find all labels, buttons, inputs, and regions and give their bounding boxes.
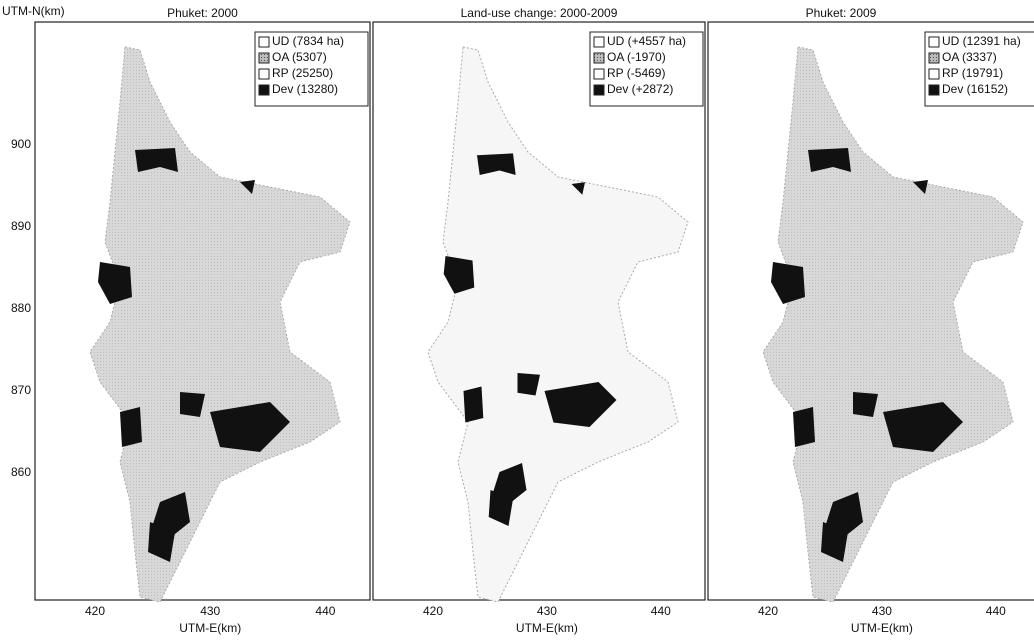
legend-swatch	[928, 68, 940, 80]
legend-label: OA (3337)	[942, 50, 997, 64]
x-tick-label: 440	[986, 604, 1006, 618]
legend-swatch	[593, 68, 605, 80]
panels: Phuket: 2000 UD (7834 ha) OA (5307) RP (252…	[34, 6, 1034, 635]
x-tick-label: 420	[423, 604, 443, 618]
legend-swatch	[258, 84, 270, 96]
legend-label: RP (25250)	[272, 66, 333, 80]
legend-box	[254, 31, 369, 107]
x-axis-label: UTM-E(km)	[851, 621, 913, 635]
legend-label: Dev (+2872)	[607, 82, 673, 96]
y-axis-label: UTM-N(km)	[2, 4, 65, 18]
legend-swatch	[258, 36, 270, 48]
y-ticks: 900 890 880 870 860	[11, 137, 31, 479]
y-tick-label: 870	[11, 383, 31, 397]
y-tick-label: 860	[11, 465, 31, 479]
panel-title: Phuket: 2000	[167, 6, 238, 20]
legend-label: UD (+4557 ha)	[607, 34, 686, 48]
legend-swatch	[258, 52, 270, 64]
map-panel: Land-use change: 2000-2009 UD (+4557 ha) O…	[372, 6, 706, 635]
legend-label: Dev (16152)	[942, 82, 1008, 96]
legend-label: RP (19791)	[942, 66, 1003, 80]
legend-label: UD (7834 ha)	[272, 34, 344, 48]
x-tick-label: 440	[651, 604, 671, 618]
x-axis-label: UTM-E(km)	[179, 621, 241, 635]
legend-swatch	[928, 52, 940, 64]
x-tick-label: 420	[85, 604, 105, 618]
x-tick-label: 430	[200, 604, 220, 618]
map-panel: Phuket: 2009 UD (12391 ha) OA (3337) RP (19…	[707, 6, 1034, 635]
legend-label: RP (-5469)	[607, 66, 665, 80]
legend-label: Dev (13280)	[272, 82, 338, 96]
legend-label: UD (12391 ha)	[942, 34, 1021, 48]
legend-swatch	[593, 36, 605, 48]
legend-box	[589, 31, 704, 107]
legend-swatch	[928, 36, 940, 48]
x-tick-label: 430	[872, 604, 892, 618]
legend-label: OA (5307)	[272, 50, 327, 64]
legend-box	[924, 31, 1034, 107]
legend-swatch	[928, 84, 940, 96]
legend-swatch	[258, 68, 270, 80]
y-tick-label: 890	[11, 219, 31, 233]
panel-title: Land-use change: 2000-2009	[461, 6, 618, 20]
map-panel: Phuket: 2000 UD (7834 ha) OA (5307) RP (252…	[34, 6, 371, 635]
x-axis-label: UTM-E(km)	[516, 621, 578, 635]
x-tick-label: 430	[537, 604, 557, 618]
legend-swatch	[593, 84, 605, 96]
y-tick-label: 900	[11, 137, 31, 151]
legend-label: OA (-1970)	[607, 50, 666, 64]
panel-title: Phuket: 2009	[806, 6, 877, 20]
x-tick-label: 440	[315, 604, 335, 618]
legend-swatch	[593, 52, 605, 64]
x-tick-label: 420	[758, 604, 778, 618]
y-tick-label: 880	[11, 301, 31, 315]
